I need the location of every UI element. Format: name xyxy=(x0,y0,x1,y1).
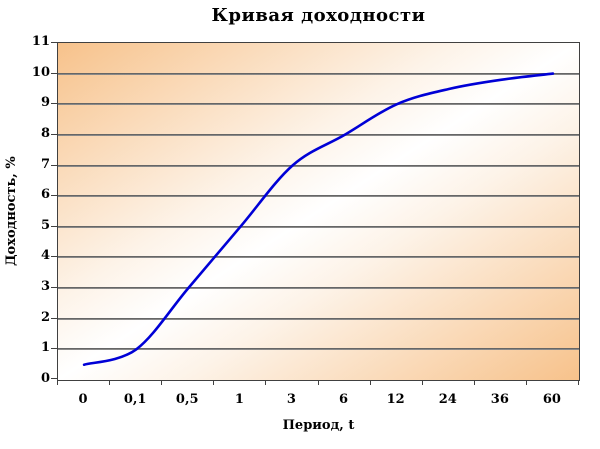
x-tick-label-36: 36 xyxy=(490,392,509,407)
x-tick-label-24: 24 xyxy=(438,392,457,407)
gridline-y9 xyxy=(58,103,579,106)
y-tick-mark-4 xyxy=(51,256,57,258)
y-tick-mark-0 xyxy=(51,378,57,379)
x-tick-label-0,1: 0,1 xyxy=(123,392,147,407)
y-tick-mark-8 xyxy=(51,133,57,135)
x-tick-label-60: 60 xyxy=(542,392,561,407)
y-tick-label-8: 8 xyxy=(40,125,50,141)
x-tick-mark-8 xyxy=(474,381,475,385)
gridline-y6 xyxy=(58,195,579,198)
gridline-y7 xyxy=(58,164,579,167)
y-tick-label-2: 2 xyxy=(40,309,50,325)
y-axis-title: Доходность, % xyxy=(4,156,19,267)
x-tick-mark-1 xyxy=(109,381,110,385)
plot-area xyxy=(57,42,580,381)
gridline-y1 xyxy=(58,348,579,351)
y-tick-label-6: 6 xyxy=(40,187,50,203)
y-tick-mark-5 xyxy=(51,225,57,227)
x-tick-label-0,5: 0,5 xyxy=(175,392,199,407)
x-tick-mark-6 xyxy=(370,381,371,385)
y-tick-mark-1 xyxy=(51,348,57,350)
x-tick-label-12: 12 xyxy=(386,392,405,407)
x-tick-label-6: 6 xyxy=(339,392,349,407)
y-tick-label-4: 4 xyxy=(40,248,50,264)
x-tick-mark-9 xyxy=(526,381,527,385)
gridline-y4 xyxy=(58,256,579,259)
y-tick-mark-10 xyxy=(51,72,57,74)
y-tick-mark-9 xyxy=(51,103,57,105)
y-tick-mark-2 xyxy=(51,317,57,319)
x-tick-label-1: 1 xyxy=(234,392,244,407)
y-tick-label-10: 10 xyxy=(31,64,50,80)
yield-curve-line xyxy=(82,72,555,366)
x-tick-mark-2 xyxy=(161,381,162,385)
y-tick-label-3: 3 xyxy=(40,279,50,295)
gridline-y10 xyxy=(58,72,579,75)
y-tick-mark-6 xyxy=(51,195,57,197)
x-tick-label-0: 0 xyxy=(78,392,88,407)
y-tick-label-5: 5 xyxy=(40,217,50,233)
x-tick-mark-5 xyxy=(318,381,319,385)
x-tick-mark-7 xyxy=(422,381,423,385)
gridline-y3 xyxy=(58,287,579,290)
y-tick-label-11: 11 xyxy=(31,34,50,49)
chart-title: Кривая доходности xyxy=(211,5,426,26)
x-tick-mark-3 xyxy=(213,381,214,385)
x-tick-mark-0 xyxy=(57,381,58,385)
y-tick-mark-7 xyxy=(51,164,57,166)
y-tick-label-9: 9 xyxy=(40,95,50,111)
gridline-y8 xyxy=(58,133,579,136)
y-tick-label-0: 0 xyxy=(40,371,50,386)
y-tick-mark-3 xyxy=(51,287,57,289)
x-axis-title: Период, t xyxy=(282,418,355,433)
x-tick-mark-10 xyxy=(578,381,579,385)
y-tick-label-1: 1 xyxy=(40,340,50,356)
gridline-y2 xyxy=(58,317,579,320)
y-tick-mark-11 xyxy=(51,42,57,43)
x-tick-mark-4 xyxy=(265,381,266,385)
y-tick-label-7: 7 xyxy=(40,156,50,172)
series-line-path xyxy=(82,72,555,366)
x-tick-label-3: 3 xyxy=(286,392,296,407)
gridline-y5 xyxy=(58,225,579,228)
